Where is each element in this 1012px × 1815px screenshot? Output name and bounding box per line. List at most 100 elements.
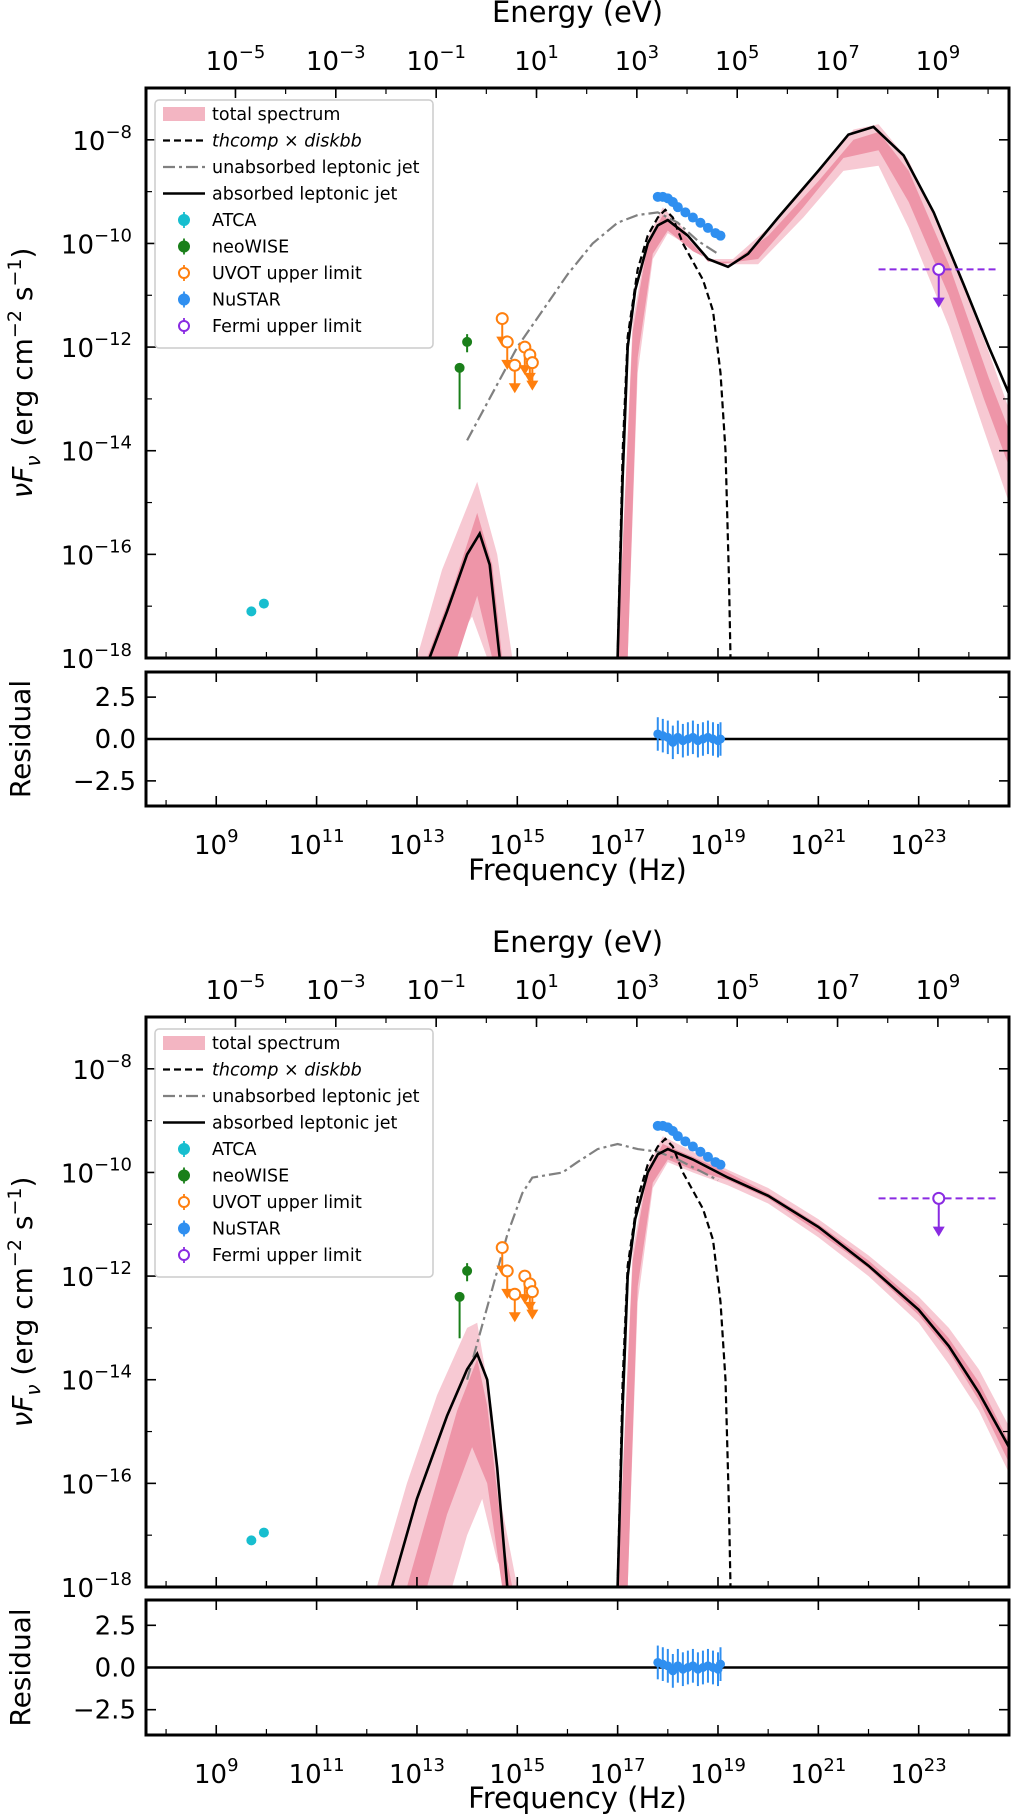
nustar-point [715,230,726,241]
top-tick-label: 107 [815,42,860,77]
nustar-point [702,222,713,233]
legend: total spectrum thcomp × diskbb unabsorbed … [154,99,434,349]
legend-label: UVOT upper limit [212,264,362,284]
y-tick-label: 10−18 [61,1569,132,1604]
x-tick-label: 1011 [289,826,345,861]
neowise-point [462,1265,473,1276]
x-tick-label: 1013 [389,826,445,861]
top-tick-label: 10−3 [306,971,366,1006]
x-tick-label: 1021 [790,1755,846,1790]
top-tick-label: 109 [916,42,961,77]
uvot-arrow-head [518,1294,531,1305]
top-tick-label: 109 [916,971,961,1006]
x-tick-label: 1021 [790,826,846,861]
top-tick-label: 107 [815,971,860,1006]
top-tick-label: 10−5 [206,42,266,77]
legend-label: thcomp × diskbb [212,132,362,152]
y-axis-title: νFν (erg cm−2 s−1) [4,248,45,499]
legend-label: Fermi upper limit [212,317,362,337]
legend-box [154,1028,434,1278]
absorbed-jet-line [390,1350,509,1587]
nustar-point [695,217,706,228]
legend-marker [178,1222,190,1235]
nustar-point [672,202,683,213]
plot-area [246,124,1009,658]
residual-panel: 2.5 0.0 −2.5 Residual [4,1598,1011,1737]
top-tick-label: 105 [715,42,760,77]
y-tick-label: 10−10 [61,225,132,260]
legend-label: unabsorbed leptonic jet [212,158,420,178]
legend-marker [178,1143,190,1155]
top-tick-label: 101 [514,971,559,1006]
legend-label: NuSTAR [212,291,281,311]
uvot-upper-limit [500,335,514,349]
uvot-upper-limit [525,1285,539,1299]
fermi-arrow-head [932,297,945,308]
y-tick-label: 10−12 [61,1258,132,1293]
res-tick-label: −2.5 [73,767,136,797]
top-tick-label: 105 [715,971,760,1006]
main-axes-frame [144,1015,1011,1589]
legend-swatch-band [163,1036,205,1050]
y-tick-label: 10−12 [61,329,132,364]
x-tick-label: 1023 [891,1755,947,1790]
uvot-upper-limit [495,1241,509,1255]
residual-panel: 2.5 0.0 −2.5 Residual [4,670,1011,808]
top-axis-title: Energy (eV) [492,925,663,959]
legend-marker [178,214,190,226]
axis-ticks [146,1016,1009,1735]
legend-label: thcomp × diskbb [212,1061,362,1081]
legend-marker [178,1169,190,1182]
nustar-point [715,1159,726,1170]
nustar-point [672,1131,683,1142]
legend-label: Fermi upper limit [212,1246,362,1266]
legend-label: NuSTAR [212,1220,281,1240]
legend-label: absorbed leptonic jet [212,185,397,205]
x-tick-label: 109 [194,826,239,861]
total-spectrum-band-outer [416,124,1009,658]
total-spectrum-band-inner [427,132,1009,658]
residual-point [715,1659,725,1669]
x-tick-label: 1015 [489,1755,545,1790]
legend-marker [178,240,190,253]
legend-label: absorbed leptonic jet [212,1114,397,1134]
y-tick-label: 10−8 [72,122,132,157]
top-tick-label: 10−1 [406,42,466,77]
x-tick-label: 109 [194,1755,239,1790]
top-tick-label: 101 [514,42,559,77]
legend-label: total spectrum [212,105,340,125]
unabsorbed-jet-line [466,211,719,441]
y-tick-label: 10−10 [61,1154,132,1189]
legend-label: total spectrum [212,1034,340,1054]
legend-box [154,99,434,349]
legend-marker [178,267,190,279]
y-tick-label: 10−14 [61,1362,132,1397]
legend-marker [178,1249,190,1261]
top-tick-label: 103 [615,971,660,1006]
legend-label: neoWISE [212,238,289,258]
top-axis-title: Energy (eV) [492,0,663,29]
main-axes-frame [144,86,1011,660]
y-tick-label: 10−14 [61,433,132,468]
uvot-upper-limit [495,312,509,326]
x-axis-title: Frequency (Hz) [468,853,687,887]
fermi-upper-limit [932,1191,946,1205]
y-axis-title: νFν (erg cm−2 s−1) [4,1177,45,1428]
total-spectrum-band-inner [406,1144,1009,1587]
legend: total spectrum thcomp × diskbb unabsorbed … [154,1028,434,1278]
x-tick-label: 1023 [891,826,947,861]
y-tick-label: 10−16 [61,1465,132,1500]
res-tick-label: −2.5 [73,1696,136,1726]
neowise-point [462,336,473,347]
nustar-point [687,212,698,223]
x-tick-label: 1013 [389,1755,445,1790]
atca-point [258,1527,269,1538]
legend-swatch-band [163,107,205,121]
uvot-upper-limit [508,1287,522,1301]
absorbed-jet-line [616,125,1009,658]
res-tick-label: 2.5 [95,683,136,713]
atca-point [258,598,269,609]
residual-plot-area [146,1645,1009,1688]
x-tick-label: 1015 [489,826,545,861]
